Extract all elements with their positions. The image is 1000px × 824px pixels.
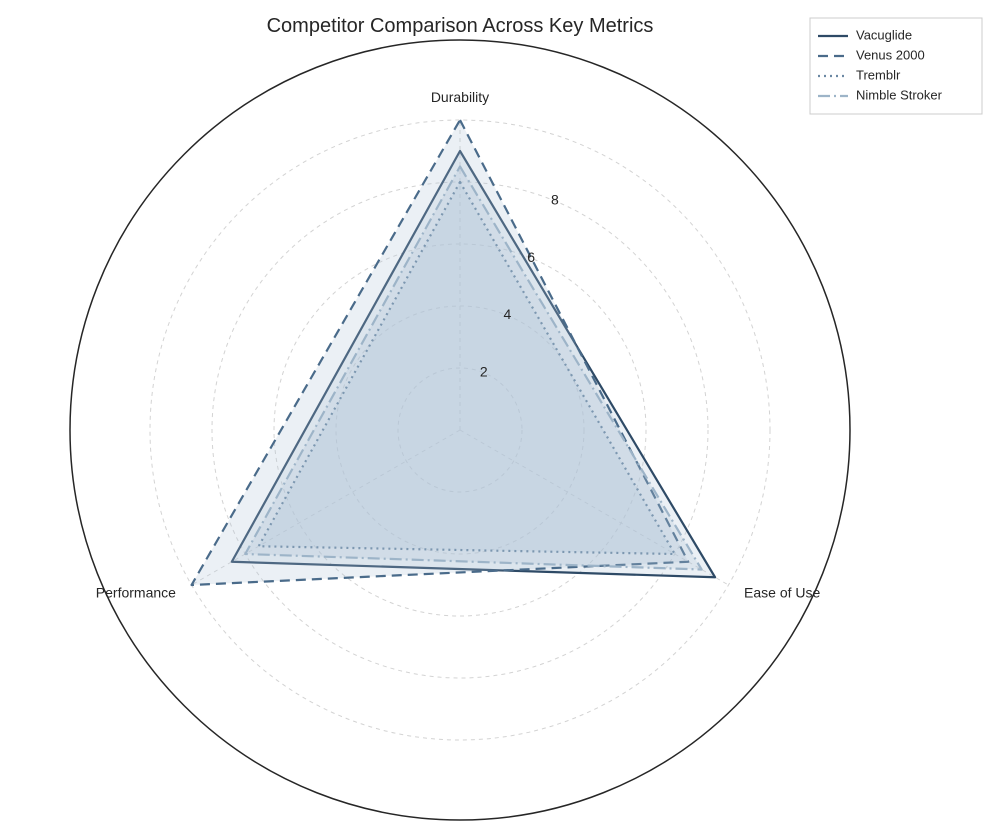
r-tick-label: 8 [551, 192, 559, 208]
r-tick-label: 2 [480, 363, 488, 379]
radar-chart-container: 2 4 6 8 Durability Ease of Use Performance Comp… [0, 0, 1000, 824]
legend-label: Nimble Stroker [856, 87, 943, 102]
r-tick-label: 4 [504, 306, 512, 322]
legend-label: Tremblr [856, 67, 901, 82]
axis-label: Durability [431, 89, 489, 105]
legend: Vacuglide Venus 2000 Tremblr Nimble Stroker [810, 18, 982, 114]
axis-label: Ease of Use [744, 585, 820, 601]
legend-label: Vacuglide [856, 27, 912, 42]
chart-title: Competitor Comparison Across Key Metrics [267, 15, 654, 37]
axis-label: Performance [96, 585, 176, 601]
radar-chart-svg: 2 4 6 8 Durability Ease of Use Performance Comp… [0, 0, 1000, 824]
r-tick-label: 6 [527, 249, 535, 265]
legend-label: Venus 2000 [856, 47, 925, 62]
